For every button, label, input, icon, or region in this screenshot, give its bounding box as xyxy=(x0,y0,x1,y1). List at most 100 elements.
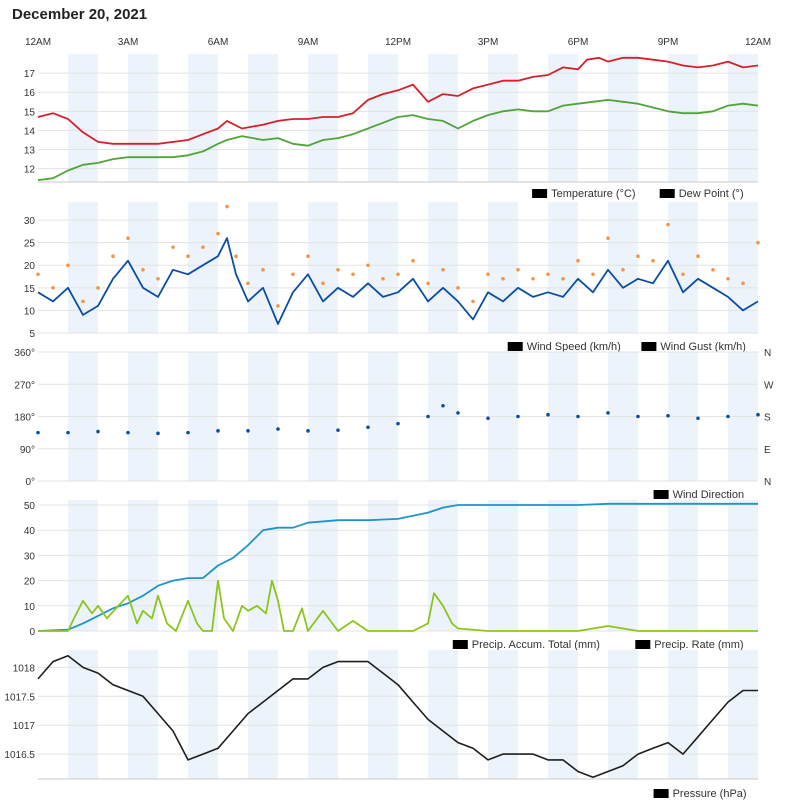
wind-direction-point xyxy=(486,416,490,421)
y-tick-label: 17 xyxy=(24,69,36,80)
wind-gust-point xyxy=(381,276,385,281)
y-tick-label: 1017 xyxy=(13,721,36,732)
y-tick-label: 13 xyxy=(24,146,36,157)
compass-tick-label: W xyxy=(764,380,774,391)
y-tick-label: 10 xyxy=(24,602,36,613)
legend-swatch xyxy=(507,342,523,351)
wind-gust-point xyxy=(606,236,610,240)
legend-label: Dew Point (°) xyxy=(679,188,744,200)
background-band xyxy=(68,54,98,182)
background-band xyxy=(128,202,158,333)
wind-gust-point xyxy=(141,267,145,272)
background-band xyxy=(368,650,398,779)
wind-direction-point xyxy=(696,416,700,421)
wind-direction-point xyxy=(636,414,640,419)
time-axis-label: 12AM xyxy=(25,37,51,48)
legend-label: Temperature (°C) xyxy=(551,188,635,200)
background-band xyxy=(608,54,638,182)
wind-direction-point xyxy=(426,414,430,419)
background-band xyxy=(668,650,698,779)
wind-direction-point xyxy=(246,429,250,433)
pressure-line xyxy=(37,655,758,779)
wind-speed-line xyxy=(37,237,759,325)
wind-direction-point xyxy=(456,411,460,415)
temperature-line xyxy=(37,56,759,145)
wind-direction-point xyxy=(126,430,130,435)
wind-gust-point xyxy=(486,272,490,277)
background-band xyxy=(428,500,458,631)
y-tick-label: 15 xyxy=(24,107,36,118)
wind-gust-point xyxy=(501,276,505,281)
wind-direction-point xyxy=(216,429,220,433)
background-band xyxy=(68,500,98,631)
wind-direction-point xyxy=(306,429,310,433)
wind-gust-point xyxy=(246,281,250,286)
wind-direction-point xyxy=(441,403,445,408)
legend-swatch xyxy=(653,789,669,798)
time-axis-label: 6PM xyxy=(568,37,589,48)
legend-label: Pressure (hPa) xyxy=(673,788,747,800)
time-axis-label: 12AM xyxy=(745,37,771,48)
wind-gust-point xyxy=(696,254,700,259)
background-band xyxy=(248,54,278,182)
wind-gust-point xyxy=(96,286,100,290)
wind-gust-point xyxy=(471,299,475,304)
background-band xyxy=(428,54,458,182)
y-tick-label: 30 xyxy=(24,216,36,227)
wind-direction-point xyxy=(276,427,280,431)
wind-gust-point xyxy=(306,254,310,259)
background-band xyxy=(428,650,458,779)
wind-gust-point xyxy=(576,258,580,263)
legend-label: Wind Speed (km/h) xyxy=(527,341,621,353)
wind-gust-point xyxy=(741,281,745,286)
wind-gust-point xyxy=(321,281,325,286)
wind-gust-point xyxy=(396,272,400,277)
wind-gust-point xyxy=(591,272,595,277)
background-band xyxy=(488,500,518,631)
wind-direction-point xyxy=(36,430,40,435)
wind-gust-point xyxy=(51,286,55,290)
background-band xyxy=(668,54,698,182)
wind-gust-point xyxy=(276,304,280,308)
legend-swatch xyxy=(641,342,657,351)
wind-direction-point xyxy=(156,431,160,436)
wind-direction-point xyxy=(516,414,520,419)
wind-gust-point xyxy=(36,272,40,277)
background-band xyxy=(608,650,638,779)
wind-direction-point xyxy=(606,411,610,415)
background-band xyxy=(428,202,458,333)
background-band xyxy=(608,500,638,631)
time-axis-label: 3PM xyxy=(478,37,499,48)
y-tick-label: 360° xyxy=(14,348,35,359)
time-axis-label: 9PM xyxy=(658,37,679,48)
background-band xyxy=(188,202,218,333)
y-tick-label: 0 xyxy=(29,627,35,638)
background-band xyxy=(728,500,758,631)
y-tick-label: 50 xyxy=(24,501,36,512)
wind-gust-point xyxy=(351,272,355,277)
legend-swatch xyxy=(653,490,669,499)
wind-gust-point xyxy=(516,267,520,272)
wind-direction-point xyxy=(546,412,550,417)
y-tick-label: 15 xyxy=(24,284,36,295)
background-band xyxy=(668,500,698,631)
wind-gust-point xyxy=(681,272,685,277)
wind-direction-point xyxy=(726,414,730,419)
background-band xyxy=(728,650,758,779)
background-band xyxy=(608,202,638,333)
time-axis-label: 3AM xyxy=(118,37,139,48)
legend-label: Precip. Accum. Total (mm) xyxy=(472,639,600,651)
background-band xyxy=(248,500,278,631)
wind-gust-point xyxy=(666,222,670,227)
background-band xyxy=(128,54,158,182)
y-tick-label: 20 xyxy=(24,577,36,588)
background-band xyxy=(728,54,758,182)
legend-swatch xyxy=(532,189,548,198)
wind-gust-point xyxy=(456,286,460,290)
wind-gust-point xyxy=(66,263,70,268)
y-tick-label: 20 xyxy=(24,261,36,272)
wind-gust-point xyxy=(546,272,550,277)
precip-rate-line xyxy=(38,579,758,632)
wind-gust-point xyxy=(186,254,190,259)
compass-tick-label: N xyxy=(764,477,771,488)
